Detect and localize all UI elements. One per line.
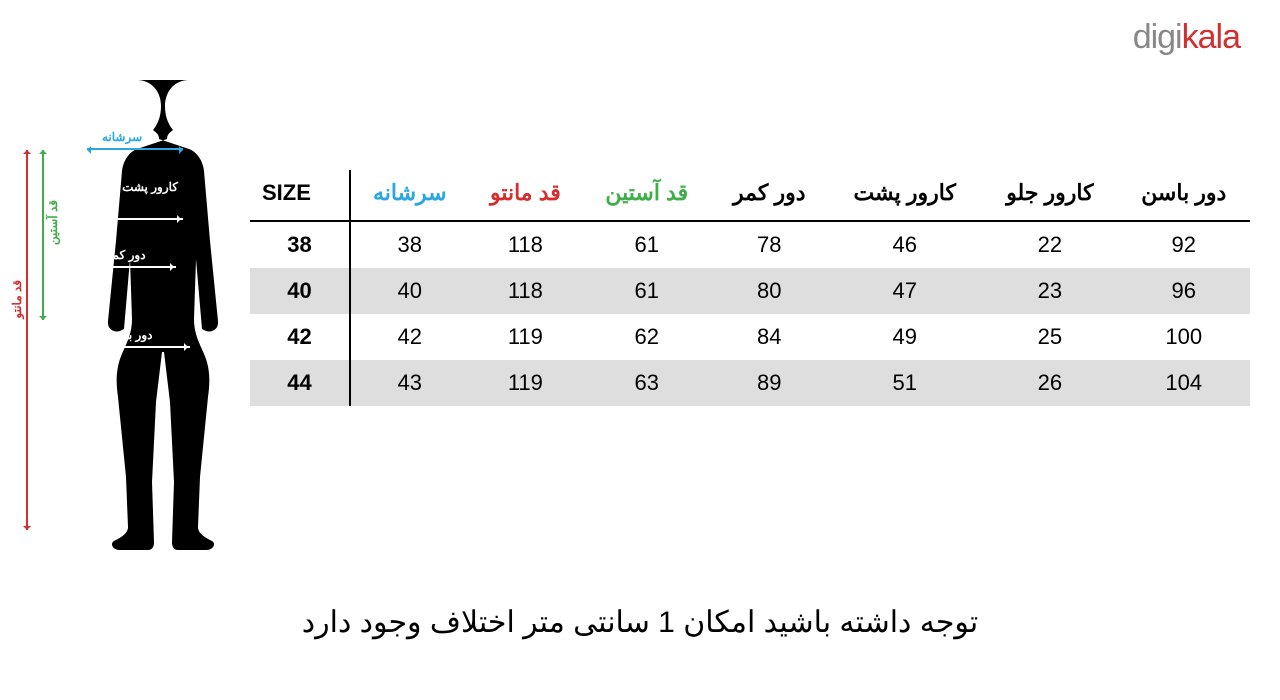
label-shoulder: سرشانه bbox=[102, 130, 142, 144]
th-sleeve: قد آستین bbox=[582, 170, 711, 221]
silhouette-svg bbox=[52, 80, 222, 550]
table-row: 44 43 119 63 89 51 26 104 bbox=[250, 360, 1250, 406]
th-hip: دور باسن bbox=[1118, 170, 1250, 221]
logo-part1: digi bbox=[1133, 18, 1182, 56]
table-row: 38 38 118 61 78 46 22 92 bbox=[250, 221, 1250, 268]
label-carver: کارور پشت و جلو bbox=[90, 180, 180, 194]
table-header-row: SIZE سرشانه قد مانتو قد آستین دور کمر کا… bbox=[250, 170, 1250, 221]
table-body: 38 38 118 61 78 46 22 92 40 40 118 61 80… bbox=[250, 221, 1250, 406]
body-diagram: سرشانه کارور پشت و جلو دور کمر دور باسن … bbox=[32, 80, 232, 560]
brand-logo: digikala bbox=[1133, 18, 1240, 57]
th-waist: دور کمر bbox=[711, 170, 827, 221]
label-waist: دور کمر bbox=[106, 248, 146, 262]
th-shoulder: سرشانه bbox=[350, 170, 469, 221]
table-row: 42 42 119 62 84 49 25 100 bbox=[250, 314, 1250, 360]
footer-note: توجه داشته باشید امکان 1 سانتی متر اختلا… bbox=[0, 605, 1280, 640]
size-table: SIZE سرشانه قد مانتو قد آستین دور کمر کا… bbox=[250, 170, 1250, 406]
th-carv-b: کارور پشت bbox=[827, 170, 982, 221]
logo-part2: kala bbox=[1182, 18, 1240, 56]
label-length: قد مانتو bbox=[10, 280, 24, 319]
th-carv-f: کارور جلو bbox=[982, 170, 1117, 221]
table-row: 40 40 118 61 80 47 23 96 bbox=[250, 268, 1250, 314]
label-sleeve: قد آستین bbox=[46, 200, 60, 245]
th-size: SIZE bbox=[250, 170, 350, 221]
label-hip: دور باسن bbox=[106, 328, 152, 342]
th-length: قد مانتو bbox=[469, 170, 583, 221]
